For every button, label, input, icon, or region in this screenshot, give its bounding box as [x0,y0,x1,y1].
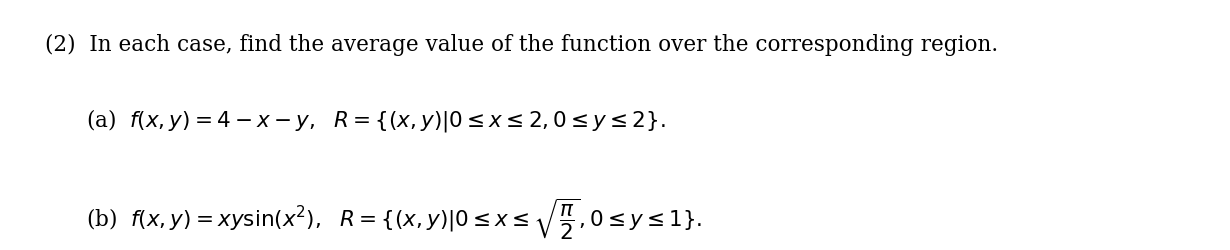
Text: (2)  In each case, find the average value of the function over the corresponding: (2) In each case, find the average value… [46,34,999,56]
Text: (a)  $f(x, y) = 4 - x - y,\ \ R = \{(x, y)|0 \leq x \leq 2, 0 \leq y \leq 2\}.$: (a) $f(x, y) = 4 - x - y,\ \ R = \{(x, y… [86,106,665,134]
Text: (b)  $f(x, y) = xy\sin(x^2),\ \ R = \{(x, y)|0 \leq x \leq \sqrt{\dfrac{\pi}{2}}: (b) $f(x, y) = xy\sin(x^2),\ \ R = \{(x,… [86,195,702,240]
